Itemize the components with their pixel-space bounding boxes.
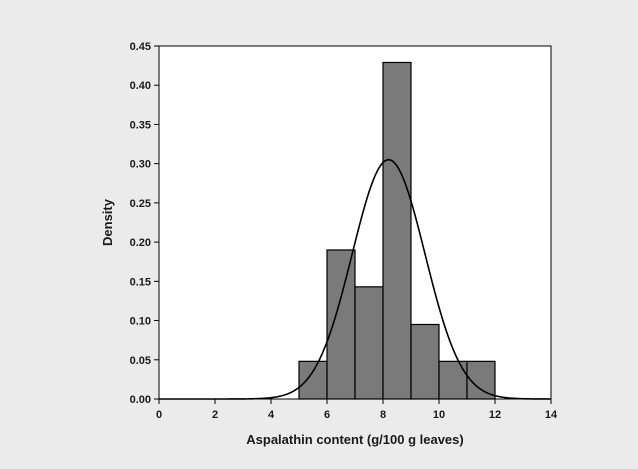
- x-tick-label: 0: [156, 409, 162, 421]
- y-tick-label: 0.40: [130, 80, 151, 92]
- y-tick-label: 0.45: [130, 41, 151, 53]
- y-tick-label: 0.20: [130, 237, 151, 249]
- histogram-bar: [354, 286, 384, 400]
- y-tick-label: 0.05: [130, 355, 151, 367]
- histogram-bars: [298, 61, 496, 400]
- y-tick-label: 0.30: [130, 159, 151, 171]
- x-axis: 0 2 4 6 8 10 12 14: [156, 399, 558, 421]
- histogram-bar: [326, 249, 356, 400]
- histogram-bar: [382, 61, 412, 400]
- y-tick-label: 0.25: [130, 198, 151, 210]
- x-tick-label: 12: [489, 409, 501, 421]
- histogram-bar: [410, 323, 440, 400]
- x-tick-label: 6: [324, 409, 330, 421]
- y-tick-label: 0.35: [130, 119, 151, 131]
- x-axis-title: Aspalathin content (g/100 g leaves): [246, 432, 463, 447]
- y-axis: 0.00 0.05 0.10 0.15 0.20 0.25 0.30 0.35 0.40 0.45: [130, 41, 159, 406]
- x-tick-label: 14: [545, 409, 558, 421]
- histogram-bar: [298, 360, 328, 400]
- plot-frame: [158, 45, 552, 400]
- x-tick-label: 4: [268, 409, 275, 421]
- y-tick-label: 0.15: [130, 276, 151, 288]
- x-tick-label: 2: [212, 409, 218, 421]
- x-tick-label: 8: [380, 409, 386, 421]
- x-tick-label: 10: [433, 409, 445, 421]
- y-tick-label: 0.00: [130, 394, 151, 406]
- y-axis-title: Density: [100, 198, 115, 246]
- histogram-bar: [438, 360, 468, 400]
- y-tick-label: 0.10: [130, 316, 151, 328]
